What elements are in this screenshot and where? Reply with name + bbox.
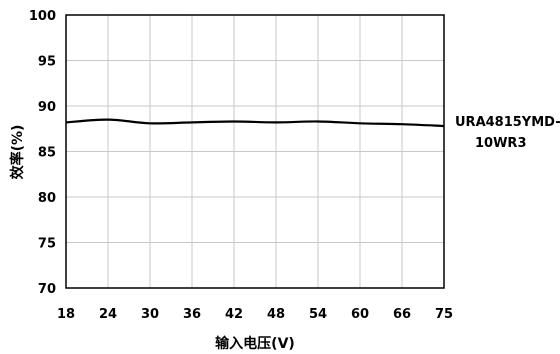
x-axis-ticks: 18 24 30 36 42 48 54 60 66 75 (57, 307, 453, 322)
x-tick-label: 60 (351, 307, 369, 322)
y-axis-ticks: 100 95 90 85 80 75 70 (29, 9, 56, 297)
x-tick-label: 18 (57, 307, 75, 322)
x-axis-title: 输入电压(V) (215, 335, 295, 352)
x-tick-label: 54 (309, 307, 327, 322)
y-tick-label: 100 (29, 9, 56, 24)
series-label-line-2: 10WR3 (475, 136, 527, 151)
grid-lines (66, 15, 444, 288)
y-tick-label: 85 (38, 146, 56, 161)
x-tick-label: 36 (183, 307, 201, 322)
x-tick-label: 42 (225, 307, 243, 322)
y-tick-label: 80 (38, 191, 56, 206)
y-tick-label: 70 (38, 282, 56, 297)
x-tick-label: 75 (435, 307, 453, 322)
plot-frame (65, 14, 445, 289)
y-tick-label: 75 (38, 237, 56, 252)
x-tick-label: 24 (99, 307, 117, 322)
y-tick-label: 95 (38, 55, 56, 70)
series-label-line-1: URA4815YMD- (455, 115, 560, 130)
y-axis-title: 效率(%) (9, 125, 26, 180)
x-tick-label: 66 (393, 307, 411, 322)
series-line (65, 118, 445, 128)
x-tick-label: 30 (141, 307, 159, 322)
x-tick-label: 48 (267, 307, 285, 322)
y-tick-label: 90 (38, 100, 56, 115)
